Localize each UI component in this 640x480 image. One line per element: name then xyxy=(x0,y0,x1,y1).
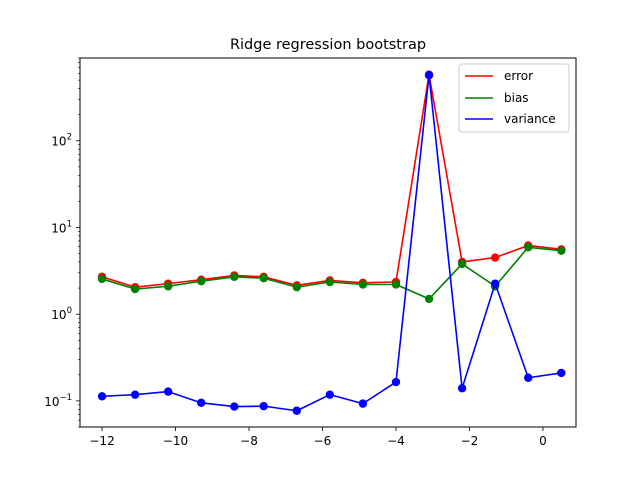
data-point-bias xyxy=(259,273,268,283)
data-point-bias xyxy=(524,243,533,252)
data-point-bias xyxy=(325,277,335,287)
x-axis: −12 −10 −8 −6 −4 −2 0 xyxy=(89,427,547,448)
y-tick-base: 10 xyxy=(44,395,59,409)
data-point-bias xyxy=(557,246,566,255)
y-tick-label: 100 xyxy=(51,306,72,322)
y-tick-exponent: 0 xyxy=(67,306,72,316)
y-tick-base: 10 xyxy=(51,135,66,149)
data-point-variance xyxy=(259,401,268,411)
x-tick-label: −2 xyxy=(461,434,479,448)
x-tick-label: −6 xyxy=(314,434,332,448)
data-point-bias xyxy=(358,280,368,289)
legend-label-variance: variance xyxy=(504,112,556,126)
data-point-bias xyxy=(130,284,140,294)
plot-frame xyxy=(79,57,577,428)
data-point-bias xyxy=(163,282,173,291)
data-point-variance xyxy=(424,71,434,80)
y-tick-exponent: −1 xyxy=(59,393,72,403)
data-point-variance xyxy=(457,384,467,393)
data-point-bias xyxy=(424,294,434,304)
series-layer xyxy=(97,70,566,415)
data-point-variance xyxy=(97,392,107,401)
data-point-variance xyxy=(130,390,140,399)
y-tick-label: 10−1 xyxy=(44,393,72,409)
y-tick-base: 10 xyxy=(51,308,66,322)
x-tick-label: 0 xyxy=(539,434,547,448)
chart-title: Ridge regression bootstrap xyxy=(230,37,426,53)
x-tick-label: −4 xyxy=(387,434,405,448)
y-tick-base: 10 xyxy=(51,221,66,235)
data-point-variance xyxy=(557,368,566,378)
data-point-bias xyxy=(292,282,301,292)
x-tick-label: −12 xyxy=(89,434,114,448)
data-point-bias xyxy=(457,259,467,269)
data-point-bias xyxy=(197,277,206,286)
legend-label-bias: bias xyxy=(504,91,529,105)
y-tick-exponent: 2 xyxy=(67,133,72,143)
x-tick-label: −8 xyxy=(240,434,258,448)
legend-label-error: error xyxy=(504,69,533,83)
data-point-variance xyxy=(292,406,301,415)
data-point-bias xyxy=(391,280,401,289)
data-point-variance xyxy=(230,402,239,411)
data-point-variance xyxy=(163,387,173,396)
data-point-variance xyxy=(197,398,206,408)
data-point-error xyxy=(490,253,500,262)
y-tick-label: 101 xyxy=(51,219,72,235)
data-point-variance xyxy=(490,279,500,288)
x-tick-label: −10 xyxy=(163,434,188,448)
data-point-bias xyxy=(230,272,239,281)
legend: error bias variance xyxy=(458,63,570,133)
data-point-variance xyxy=(325,390,335,399)
data-point-variance xyxy=(391,377,401,387)
y-tick-label: 102 xyxy=(51,133,72,149)
data-point-bias xyxy=(97,274,107,284)
data-point-variance xyxy=(358,399,368,408)
data-point-variance xyxy=(524,373,533,382)
legend-box xyxy=(458,63,570,133)
y-tick-exponent: 1 xyxy=(67,219,72,229)
